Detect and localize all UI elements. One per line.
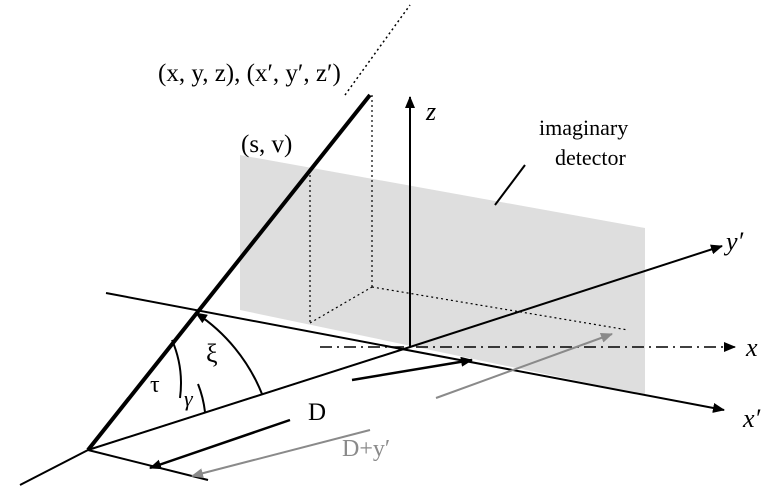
detector-coordinates-label: (s, v) <box>241 131 292 158</box>
point-floor-line-b <box>371 286 629 331</box>
y-prime-axis-label: y′ <box>723 227 744 256</box>
distance-D-plus-y-arrow-left <box>191 429 371 479</box>
point-coordinates-label: (x, y, z), (x′, y′, z′) <box>158 60 341 87</box>
tau-label: τ <box>150 372 160 398</box>
imaginary-detector-plane <box>240 155 645 395</box>
source-baseline <box>87 449 209 481</box>
distance-D-plus-y-label: D+y′ <box>342 436 390 462</box>
detector-label: detector <box>555 145 627 170</box>
xi-arc <box>195 312 263 395</box>
detector-leader-line <box>494 164 526 206</box>
imaginary-label: imaginary <box>539 115 628 140</box>
distance-D-plus-y-arrow-right <box>435 333 613 399</box>
projection-ray <box>86 93 372 452</box>
gamma-arc <box>197 383 206 413</box>
xi-label: ξ <box>206 339 218 368</box>
z-axis-label: z <box>425 97 436 126</box>
x-prime-axis <box>105 292 725 413</box>
x-axis-label: x <box>745 333 758 362</box>
point-floor-line-a <box>309 286 373 324</box>
source-to-origin-line <box>87 346 411 451</box>
source-axis-line <box>19 449 89 486</box>
tau-arc <box>171 339 182 399</box>
gamma-label: γ <box>184 386 194 411</box>
projection-ray-dotted <box>344 4 411 96</box>
x-prime-axis-label: x′ <box>742 404 761 433</box>
distance-D-arrow-right <box>351 356 473 382</box>
distance-D-label: D <box>308 399 326 426</box>
distance-D-arrow-left <box>149 418 291 470</box>
y-prime-axis <box>409 244 723 348</box>
